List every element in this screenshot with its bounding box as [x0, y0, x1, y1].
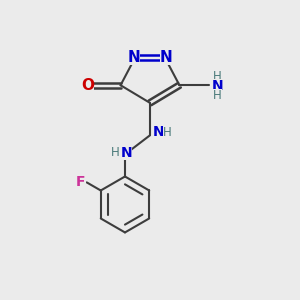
Text: H: H — [213, 70, 221, 83]
Text: H: H — [111, 146, 120, 159]
Text: N: N — [121, 146, 132, 160]
Text: H: H — [163, 126, 172, 139]
Text: H: H — [213, 89, 221, 102]
Text: F: F — [76, 176, 86, 189]
Text: O: O — [81, 78, 94, 93]
Text: N: N — [128, 50, 140, 65]
Text: N: N — [211, 80, 223, 93]
Text: N: N — [160, 50, 172, 65]
Text: N: N — [152, 125, 164, 139]
